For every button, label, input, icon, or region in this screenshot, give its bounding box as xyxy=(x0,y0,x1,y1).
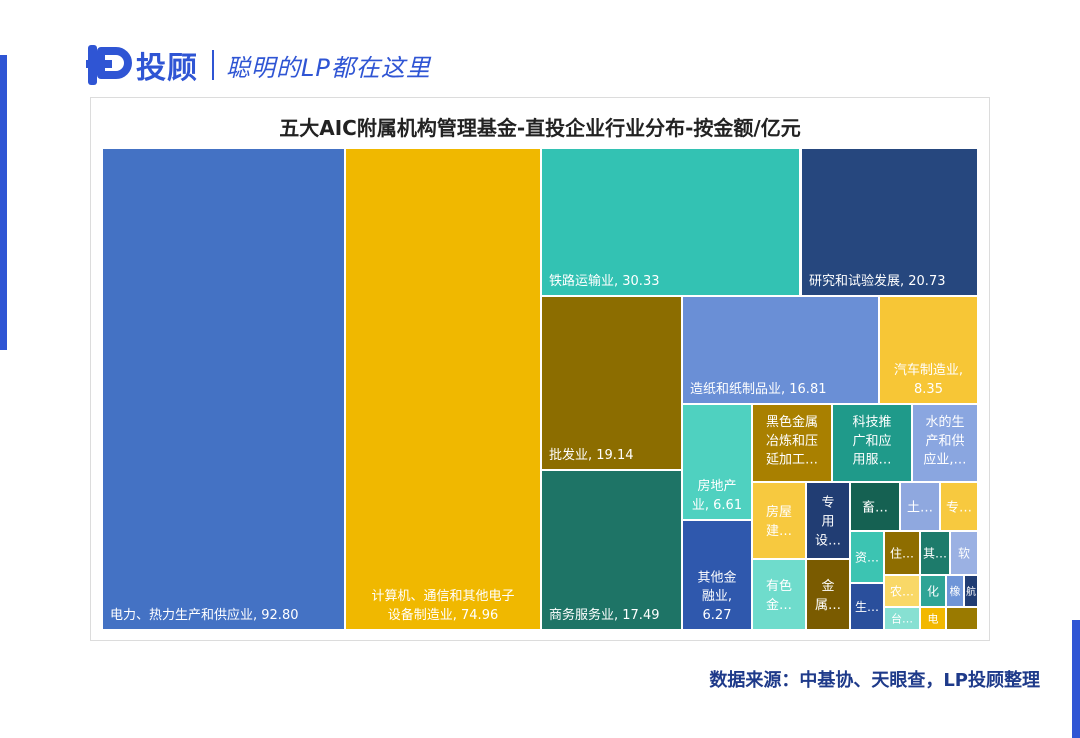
treemap-cell-黑色金属冶炼和压延加工业 xyxy=(753,405,831,481)
treemap-label: 专… xyxy=(946,500,972,515)
treemap-label: 计算机、通信和其他电子设备制造业, 74.96 xyxy=(371,589,514,623)
treemap-label: 其… xyxy=(923,547,947,561)
treemap-label: 房地产业, 6.61 xyxy=(692,478,742,513)
treemap-label: 住… xyxy=(890,547,914,561)
treemap-label: 科技推广和应用服… xyxy=(852,415,891,468)
treemap-cell-科技推广和应用服务业 xyxy=(833,405,911,481)
treemap-label: 生… xyxy=(855,600,879,614)
lp-logo-icon xyxy=(86,45,132,85)
treemap-cell-水的生产和供应业 xyxy=(913,405,977,481)
treemap-label: 金属… xyxy=(815,578,841,613)
treemap-label: 商务服务业, 17.49 xyxy=(549,607,659,623)
treemap-cell-其他 xyxy=(947,608,977,629)
left-accent-bar xyxy=(0,55,7,350)
treemap-label: 软 xyxy=(958,547,970,561)
treemap-label: 土… xyxy=(907,500,933,515)
right-accent-bar xyxy=(1072,620,1080,738)
treemap-chart: 电力、热力生产和供应业, 92.80 计算机、通信和其他电子设备制造业, 74.9… xyxy=(103,149,977,629)
treemap-label: 电力、热力生产和供应业, 92.80 xyxy=(110,607,298,623)
treemap-cell-仓储业 xyxy=(885,608,919,629)
treemap-cell-铁路运输业 xyxy=(542,149,799,295)
brand-divider xyxy=(212,50,214,80)
treemap-label: 专用设… xyxy=(815,496,841,549)
treemap-cell-生态保护和环境治理业 xyxy=(851,584,883,629)
chart-title: 五大AIC附属机构管理基金-直投企业行业分布-按金额/亿元 xyxy=(279,116,801,140)
brand-slogan: 聪明的LP都在这里 xyxy=(226,53,431,82)
treemap-cell-资本市场服务 xyxy=(851,532,883,582)
treemap-cell-金属制品业 xyxy=(807,560,849,629)
treemap-cell-计算机、通信和其他电子设备制造业 xyxy=(346,149,540,629)
treemap-cell-其他金融业 xyxy=(683,521,751,629)
treemap-label: 化 xyxy=(927,585,939,599)
treemap-cell-商务服务业 xyxy=(542,471,681,629)
data-source-note: 数据来源：中基协、天眼查，LP投顾整理 xyxy=(709,670,1040,691)
treemap-label: 农… xyxy=(890,585,914,599)
treemap-label: 航 xyxy=(966,585,976,598)
treemap-cell-专业技术服务业 xyxy=(941,483,977,530)
treemap-cell-航空运输业 xyxy=(965,576,977,606)
treemap-cell-房地产业 xyxy=(683,405,751,519)
treemap-label: 资… xyxy=(855,551,879,565)
treemap-cell-电力、热力生产和供应业 xyxy=(103,149,344,629)
treemap-cell-土木工程建筑业 xyxy=(901,483,939,530)
treemap-cell-房屋建筑业 xyxy=(753,483,805,558)
treemap-label: 台… xyxy=(891,612,913,626)
treemap-cell-橡胶和塑料制品业 xyxy=(947,576,963,606)
treemap-cell-汽车制造业 xyxy=(880,297,977,403)
treemap-label: 汽车制造业, 8.35 xyxy=(894,362,963,397)
treemap-cell-有色金属冶炼和压延加工业 xyxy=(753,560,805,629)
treemap-label: 铁路运输业, 30.33 xyxy=(549,273,659,289)
treemap-cell-住宿业 xyxy=(885,532,919,574)
treemap-label: 电 xyxy=(928,613,939,626)
treemap-label: 其他金融业, 6.27 xyxy=(697,569,736,623)
treemap-cell-化学原料和化学制品制造业 xyxy=(921,576,945,606)
treemap-cell-研究和试验发展 xyxy=(802,149,977,295)
treemap-cell-专用设备制造业 xyxy=(807,483,849,558)
treemap-cell-其他制造业 xyxy=(921,532,949,574)
treemap-cell-畜牧业 xyxy=(851,483,899,530)
treemap-label: 研究和试验发展, 20.73 xyxy=(809,273,945,289)
brand-header: 投顾 聪明的LP都在这里 xyxy=(86,40,431,90)
treemap-label: 畜… xyxy=(862,499,888,515)
treemap-cell-批发业 xyxy=(542,297,681,469)
treemap-label: 房屋建… xyxy=(766,504,792,539)
treemap-label: 水的生产和供应业,… xyxy=(923,414,966,468)
treemap-label: 有色金… xyxy=(766,578,792,613)
treemap-label: 橡 xyxy=(950,585,961,598)
treemap-cell-造纸和纸制品业 xyxy=(683,297,878,403)
treemap-label: 批发业, 19.14 xyxy=(549,447,633,463)
chart-frame: 五大AIC附属机构管理基金-直投企业行业分布-按金额/亿元 电力、热力生产和供应… xyxy=(90,97,990,641)
treemap-label: 造纸和纸制品业, 16.81 xyxy=(690,382,826,397)
brand-name: 投顾 xyxy=(136,51,198,86)
treemap-label: 黑色金属冶炼和压延加工… xyxy=(766,414,818,468)
treemap-cell-软件和信息技术服务业 xyxy=(951,532,977,574)
treemap-cell-农副食品加工业 xyxy=(885,576,919,606)
treemap-cell-电信、广播电视和卫星传输服务 xyxy=(921,608,945,629)
